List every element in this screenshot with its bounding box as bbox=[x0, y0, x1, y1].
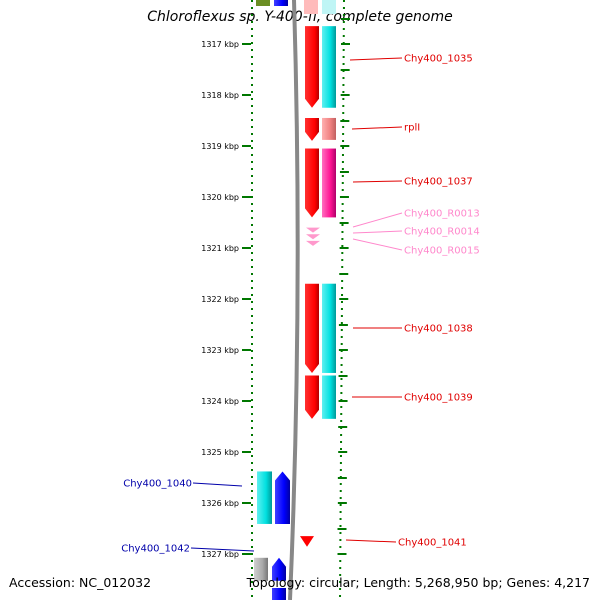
leader-line-chy400-1040 bbox=[192, 482, 243, 487]
accession-text: Accession: NC_012032 bbox=[9, 575, 152, 590]
gene-label-chy400-1042: Chy400_1042 bbox=[121, 544, 190, 555]
tick-label-7: 1324 kbp bbox=[201, 397, 239, 406]
leader-line-chy400-r0014 bbox=[352, 230, 403, 234]
cds-box-rpli bbox=[322, 117, 336, 140]
cds-box-chy400-1040 bbox=[257, 471, 272, 524]
offscreen-features-bottom bbox=[272, 588, 286, 600]
pseudo-box-chy400-1042 bbox=[254, 557, 268, 581]
gene-label-chy400-1040: Chy400_1040 bbox=[123, 479, 192, 490]
gene-arrow-chy400-1041 bbox=[300, 536, 314, 547]
trna-chevron-chy400-r0014 bbox=[306, 234, 320, 240]
leader-line-chy400-1042 bbox=[190, 547, 255, 552]
tick-label-3: 1320 kbp bbox=[201, 193, 239, 202]
gene-label-chy400-1037: Chy400_1037 bbox=[404, 177, 473, 188]
gene-label-chy400-r0013: Chy400_R0013 bbox=[404, 209, 480, 220]
leader-line-chy400-1037 bbox=[352, 180, 403, 183]
tick-marks: 1317 kbp 1318 kbp 1319 kbp 1320 kbp 1321 kbp… bbox=[201, 18, 350, 559]
gene-label-chy400-1035: Chy400_1035 bbox=[404, 54, 473, 65]
trna-chevron-chy400-r0015 bbox=[306, 240, 320, 246]
gene-arrow-chy400-1042 bbox=[272, 557, 286, 581]
gene-arrow-chy400-1039 bbox=[305, 375, 319, 419]
tick-label-9: 1326 kbp bbox=[201, 499, 239, 508]
gene-label-chy400-1038: Chy400_1038 bbox=[404, 324, 473, 335]
gene-label-chy400-r0015: Chy400_R0015 bbox=[404, 246, 480, 257]
leader-line-rpli bbox=[351, 126, 403, 130]
cds-box-chy400-1039 bbox=[322, 375, 336, 419]
cds-box-chy400-1035 bbox=[322, 26, 336, 108]
tick-label-8: 1325 kbp bbox=[201, 448, 239, 457]
gene-arrow-chy400-1035 bbox=[305, 26, 319, 108]
tick-label-6: 1323 kbp bbox=[201, 346, 239, 355]
gene-arrow-chy400-1040 bbox=[275, 471, 290, 524]
offscreen-features-top bbox=[256, 0, 336, 14]
gene-arrow-chy400-1037 bbox=[305, 148, 319, 218]
gene-arrow-rpli bbox=[305, 117, 319, 141]
tick-label-5: 1322 kbp bbox=[201, 295, 239, 304]
genome-summary-text: Topology: circular; Length: 5,268,950 bp… bbox=[246, 575, 590, 590]
tick-label-2: 1319 kbp bbox=[201, 142, 239, 151]
cds-box-chy400-1038 bbox=[322, 283, 336, 373]
map-title: Chloroflexus sp. Y-400-fl, complete geno… bbox=[147, 9, 453, 25]
gene-features bbox=[254, 26, 336, 581]
tick-label-1: 1318 kbp bbox=[201, 91, 239, 100]
leader-line-chy400-1041 bbox=[345, 539, 397, 543]
trna-chevron-chy400-r0013 bbox=[306, 227, 320, 233]
gene-label-rpli: rplI bbox=[404, 123, 420, 134]
tick-label-10: 1327 kbp bbox=[201, 550, 239, 559]
gene-label-chy400-1041: Chy400_1041 bbox=[398, 538, 467, 549]
gene-labels: Chy400_1035 rplI Chy400_1037 Chy400_R0013 Ch… bbox=[121, 54, 480, 555]
gene-label-chy400-1039: Chy400_1039 bbox=[404, 393, 473, 404]
leader-line-chy400-r0015 bbox=[352, 238, 403, 251]
gene-label-chy400-r0014: Chy400_R0014 bbox=[404, 227, 480, 238]
tick-label-4: 1321 kbp bbox=[201, 244, 239, 253]
leader-line-chy400-r0013 bbox=[352, 212, 403, 228]
gene-arrow-chy400-1038 bbox=[305, 283, 319, 373]
tick-label-0: 1317 kbp bbox=[201, 40, 239, 49]
genome-backbone bbox=[288, 0, 300, 600]
leader-line-chy400-1035 bbox=[349, 57, 403, 61]
cds-box-chy400-1037 bbox=[322, 148, 336, 218]
